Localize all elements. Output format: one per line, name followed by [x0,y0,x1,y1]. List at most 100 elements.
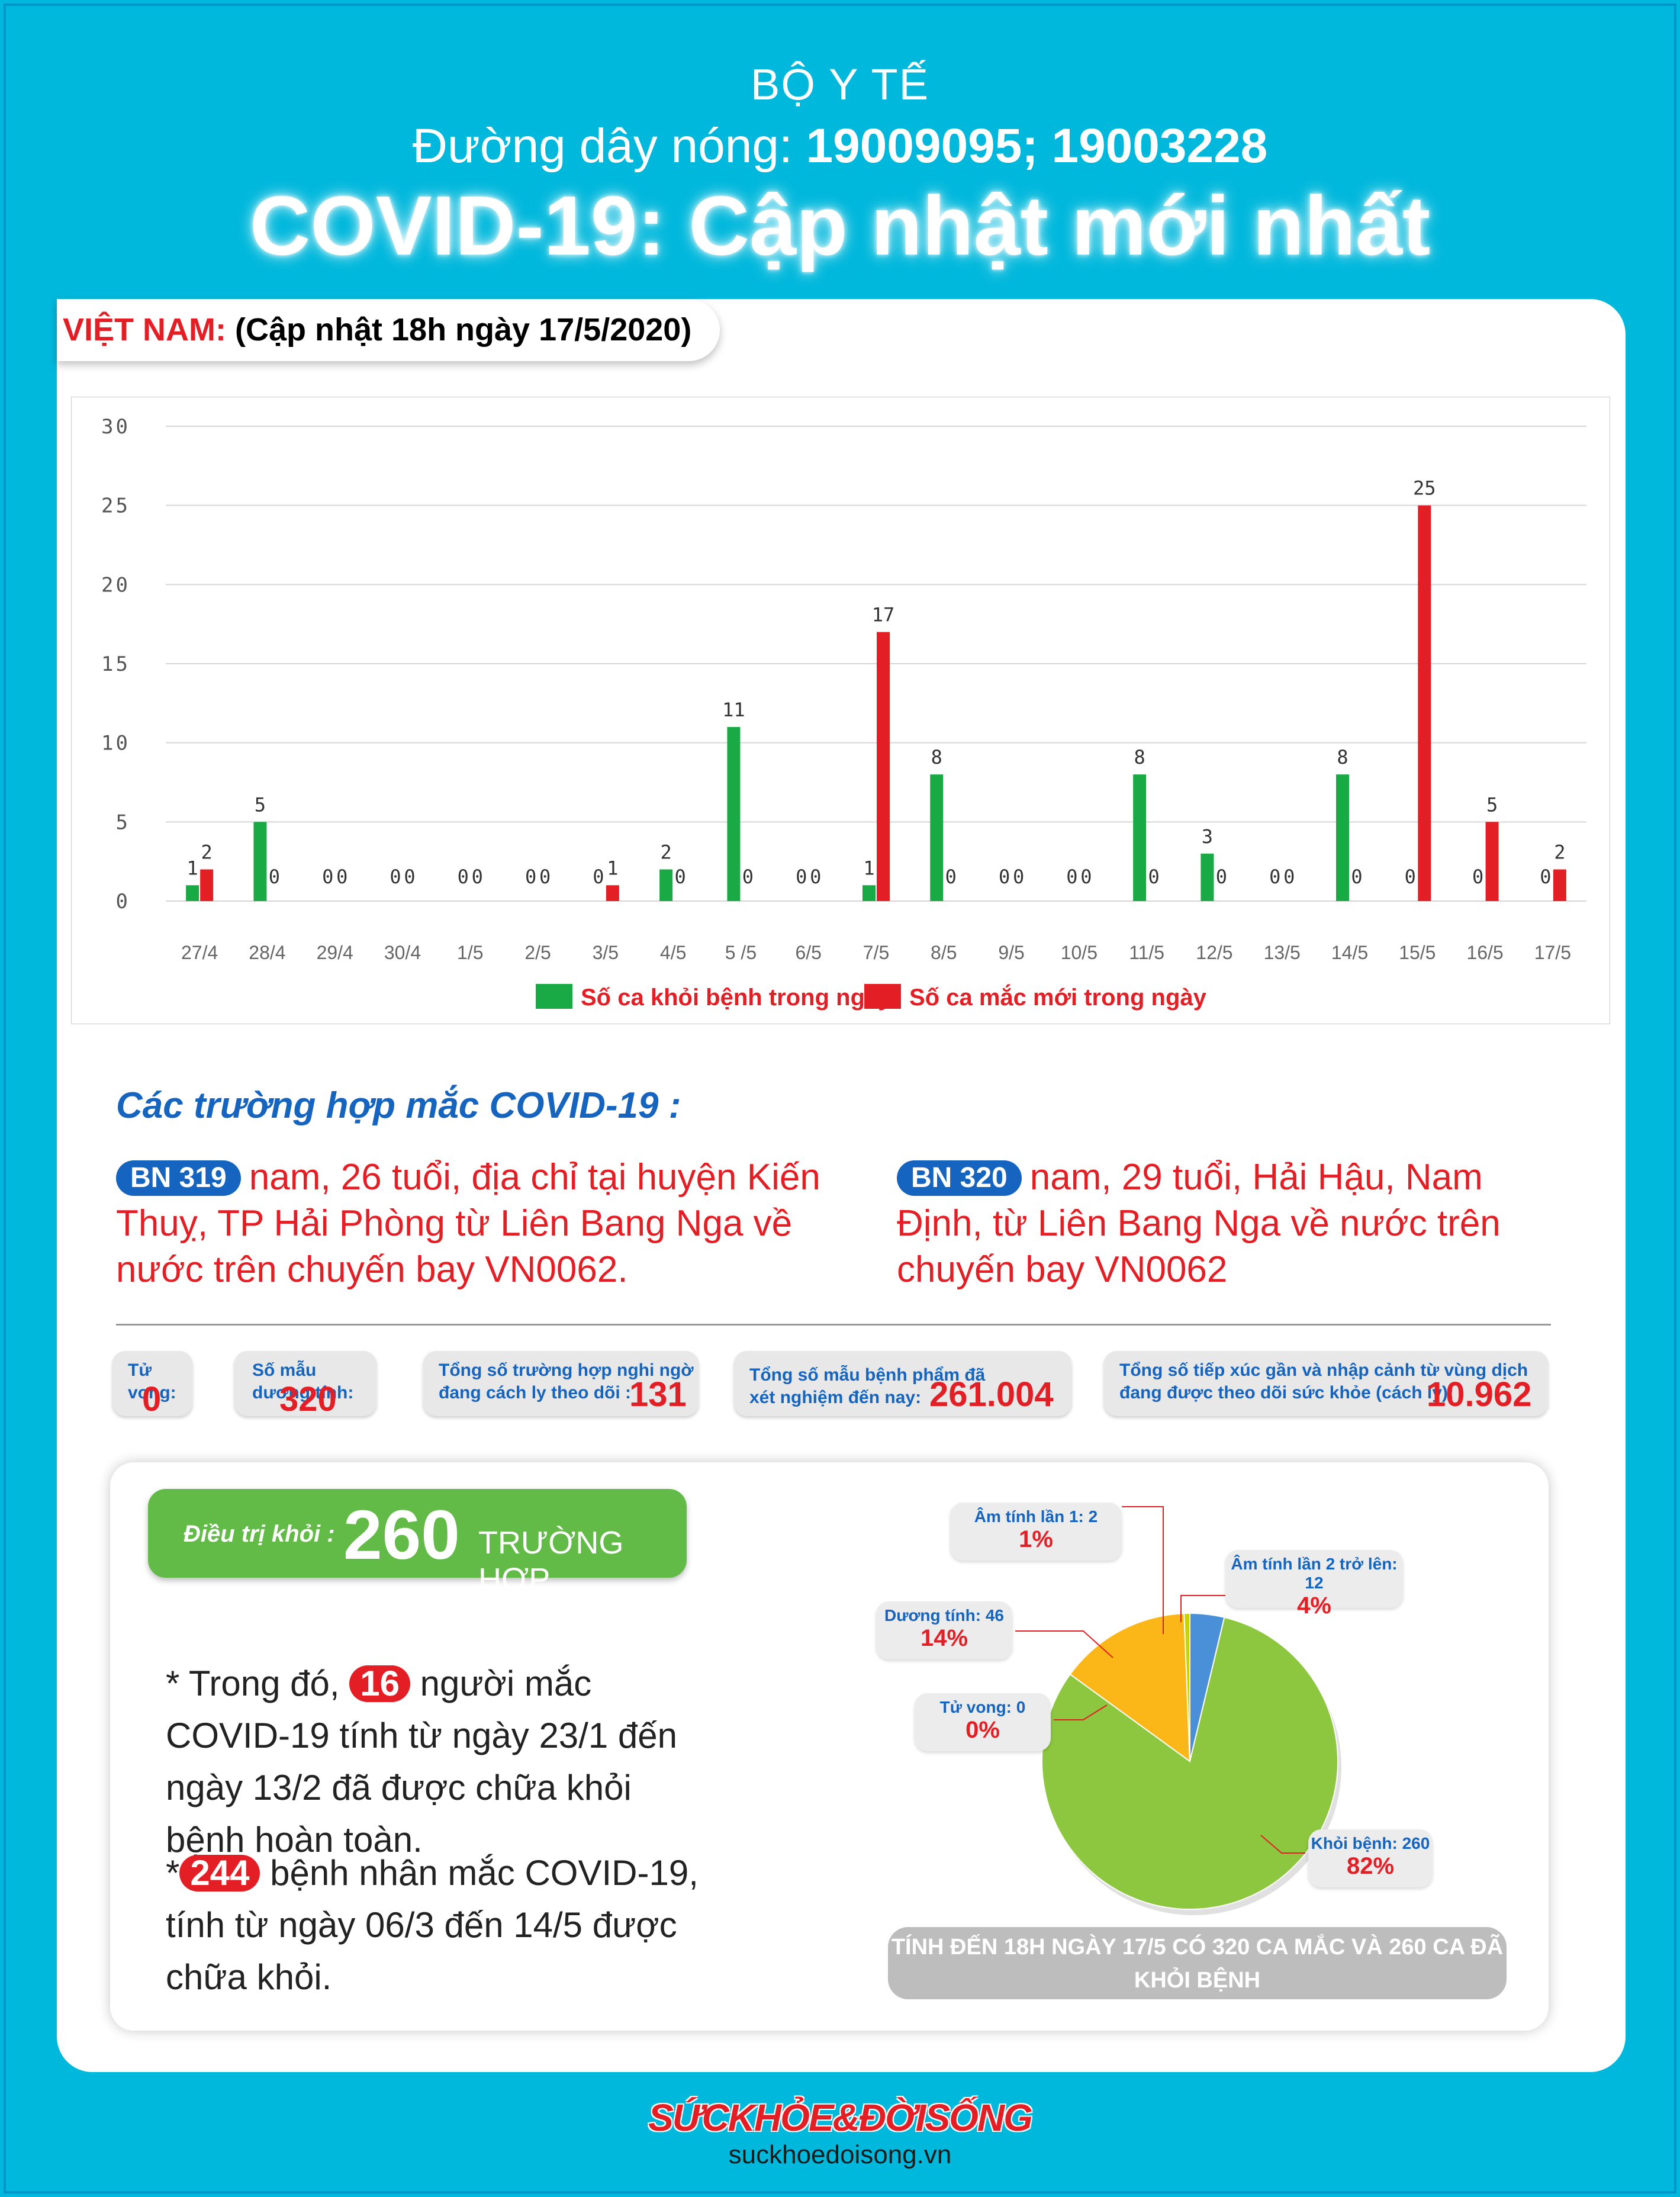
stat-label: Tổng số trường hợp nghi ngờ đang cách ly … [439,1360,694,1403]
data-label: 0 [269,866,280,888]
region-tag: VIỆT NAM: (Cập nhật 18h ngày 17/5/2020) [57,299,720,361]
data-label: 25 [1413,477,1436,500]
data-label: 8 [1337,746,1348,768]
bar-new-cases [200,869,214,901]
bar-recovered [659,869,673,901]
y-tick-label: 10 [101,732,130,755]
data-label: 17 [872,604,895,626]
x-tick-label: 16/5 [1466,942,1503,963]
data-label: 0 [1066,866,1077,888]
y-tick-label: 5 [116,810,130,834]
callout-deaths: Tử vong: 0 0% [915,1693,1051,1751]
recovered-label: Điều trị khỏi : [184,1521,335,1547]
stat-label: Số mẫu dương tính: [252,1360,354,1403]
data-label: 11 [722,699,745,721]
bar-recovered [186,885,199,901]
data-label: 1 [187,857,198,879]
data-label: 0 [1269,866,1280,888]
data-label: 0 [1540,866,1551,888]
x-tick-label: 6/5 [795,942,821,963]
data-label: 0 [742,866,754,888]
brand-logo: SỨCKHỎE&ĐỜISỐNG [648,2096,1033,2139]
x-tick-label: 28/4 [249,942,285,963]
stat-label: Tử vong: [128,1360,176,1403]
data-label: 0 [458,866,469,888]
callout-positive: Dương tính: 46 14% [876,1601,1012,1659]
hotline: Đường dây nóng: 19009095; 19003228 [0,118,1680,174]
legend-label-recovered: Số ca khỏi bệnh trong ngày [581,985,892,1011]
bar-recovered [253,822,267,901]
y-tick-label: 0 [116,890,130,913]
x-tick-label: 2/5 [524,942,551,963]
data-label: 0 [390,866,401,888]
data-label: 0 [1351,866,1362,888]
brand-url: suckhoedoisong.vn [728,2140,952,2169]
cases-title: Các trường hợp mắc COVID-19 : [116,1085,681,1126]
data-label: 0 [404,866,415,888]
data-label: 1 [863,857,874,879]
bar-recovered [930,774,944,901]
region-name: VIỆT NAM: [63,312,226,348]
bar-new-cases [877,632,890,901]
page-title: COVID-19: Cập nhật mới nhất [249,179,1431,273]
data-label: 0 [1080,866,1092,888]
x-tick-label: 15/5 [1399,942,1436,963]
legend-label-new-cases: Số ca mắc mới trong ngày [909,985,1206,1011]
bar-recovered [1201,853,1214,901]
x-tick-label: 30/4 [384,942,421,963]
count-badge: 16 [349,1665,410,1702]
data-label: 0 [675,866,686,888]
data-label: 0 [472,866,483,888]
bar-recovered [1336,774,1349,901]
data-label: 2 [661,841,672,864]
stat-suspected: Tổng số trường hợp nghi ngờ đang cách ly … [423,1351,699,1416]
page-frame [4,4,1676,2193]
count-badge: 244 [179,1855,260,1892]
y-tick-label: 15 [101,652,130,676]
x-tick-label: 10/5 [1061,942,1098,963]
bar-recovered [862,885,876,901]
data-label: 0 [322,866,333,888]
x-tick-label: 17/5 [1534,942,1571,963]
data-label: 0 [1283,866,1295,888]
callout-recovered: Khỏi bệnh: 260 82% [1308,1829,1433,1887]
data-label: 3 [1202,825,1213,848]
recovered-value: 260 [343,1496,460,1574]
x-tick-label: 11/5 [1129,942,1164,963]
data-label: 8 [1134,746,1145,768]
stat-tested: Tổng số mẫu bệnh phẩm đã xét nghiệm đến n… [734,1351,1071,1416]
org-name: BỘ Y TẾ [751,60,929,109]
bar-new-cases [1553,869,1566,901]
data-label: 0 [1148,866,1160,888]
data-label: 0 [593,866,604,888]
data-label: 2 [1554,841,1565,864]
data-label: 2 [201,841,213,864]
bar-new-cases [1485,822,1499,901]
callout-negative-1: Âm tính lần 1: 2 1% [950,1503,1122,1561]
x-tick-label: 9/5 [998,942,1024,963]
data-label: 0 [525,866,536,888]
bar-recovered [727,726,741,901]
stat-value: 320 [279,1380,337,1418]
y-tick-label: 25 [101,494,130,518]
x-tick-label: 5 /5 [725,942,757,963]
stat-value: 131 [629,1375,687,1414]
bar-new-cases [606,885,619,901]
case-id-pill: BN 320 [897,1160,1022,1196]
stat-value: 10.962 [1427,1375,1532,1414]
data-label: 0 [796,866,807,888]
data-label: 0 [999,866,1010,888]
data-label: 5 [255,793,266,816]
x-tick-label: 7/5 [863,942,889,963]
stat-deaths: Tử vong: 0 [112,1351,192,1418]
bar-recovered [1133,774,1147,901]
update-time: (Cập nhật 18h ngày 17/5/2020) [235,312,692,348]
data-label: 8 [931,746,942,768]
stat-label: Tổng số mẫu bệnh phẩm đã xét nghiệm đến n… [749,1365,986,1407]
stat-contacts: Tổng số tiếp xúc gần và nhập cảnh từ vùn… [1104,1351,1548,1416]
x-tick-label: 4/5 [660,942,686,963]
recovered-banner: Điều trị khỏi : 260 TRƯỜNG HỢP [148,1489,687,1597]
stat-label: Tổng số tiếp xúc gần và nhập cảnh từ vùn… [1119,1360,1528,1403]
x-tick-label: 8/5 [931,942,957,963]
bar-new-cases [1418,505,1431,901]
